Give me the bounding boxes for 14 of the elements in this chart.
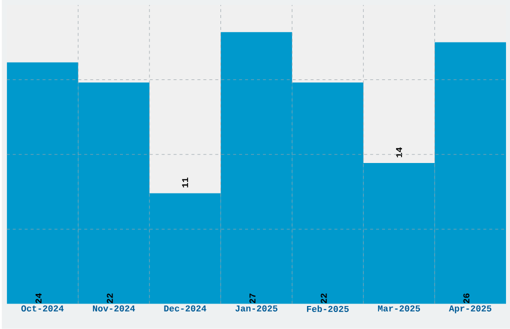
data-label: 27: [249, 294, 256, 304]
data-label: 11: [182, 178, 188, 188]
data-label: 14: [396, 147, 402, 158]
data-label: 22: [106, 294, 113, 304]
x-tick-label: Dec-2024: [164, 306, 206, 312]
data-label: 22: [320, 294, 327, 304]
x-tick-label: Nov-2024: [92, 306, 135, 312]
data-label: 24: [36, 293, 42, 304]
x-tick-label: Oct-2024: [21, 306, 64, 312]
x-tick-label: Feb-2025: [307, 306, 349, 312]
data-label: 26: [463, 294, 470, 304]
x-tick-label: Jan-2025: [235, 306, 278, 312]
x-tick-label: Mar-2025: [378, 306, 420, 312]
x-tick-label: Apr-2025: [448, 306, 492, 314]
